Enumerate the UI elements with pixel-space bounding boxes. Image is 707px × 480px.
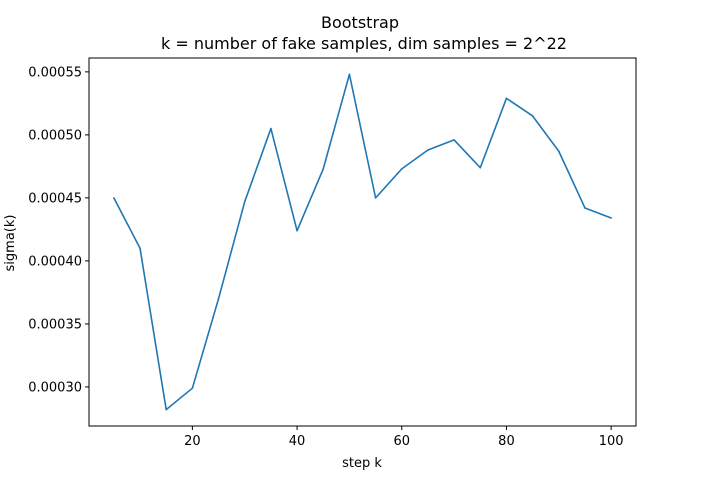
x-tick-label: 80 <box>498 434 515 449</box>
plot-frame <box>88 57 637 427</box>
data-point <box>296 229 298 232</box>
data-point <box>348 73 351 76</box>
y-tick-label: 0.00050 <box>28 128 82 143</box>
series-layer <box>113 73 612 411</box>
x-tick-label: 100 <box>599 434 624 449</box>
series-line <box>113 73 612 411</box>
data-point <box>322 168 325 170</box>
data-point <box>113 197 115 199</box>
data-point <box>165 408 168 411</box>
y-tick-label: 0.00040 <box>28 254 82 269</box>
data-point <box>270 127 272 130</box>
x-axis-label: step k <box>342 456 382 471</box>
data-point <box>243 200 246 203</box>
data-point <box>217 297 220 300</box>
y-tick-label: 0.00045 <box>28 191 82 206</box>
data-point <box>374 197 377 199</box>
x-tick-label: 20 <box>184 434 201 449</box>
data-point <box>584 207 586 209</box>
chart-subtitle: k = number of fake samples, dim samples … <box>161 34 567 53</box>
data-point <box>479 166 482 169</box>
x-tick-label: 40 <box>289 434 306 449</box>
data-point <box>557 150 560 153</box>
data-point <box>610 217 612 219</box>
y-tick-label: 0.00035 <box>28 317 82 332</box>
chart-title: Bootstrap <box>321 13 399 32</box>
y-tick-label: 0.00030 <box>28 380 82 395</box>
data-point <box>531 115 534 117</box>
data-point <box>400 168 403 170</box>
x-tick-label: 60 <box>393 434 410 449</box>
y-tick-label: 0.00055 <box>28 65 82 80</box>
data-point <box>453 139 455 141</box>
y-axis-ticks: 0.00030 0.00035 0.00040 0.00045 0.00050 0.000… <box>28 65 89 395</box>
y-axis-label: sigma(k) <box>3 215 18 272</box>
data-point <box>191 387 194 389</box>
data-point <box>505 97 508 100</box>
data-point <box>139 247 141 250</box>
data-point <box>427 149 429 151</box>
x-axis-ticks: 20 40 60 80 100 <box>184 426 624 449</box>
